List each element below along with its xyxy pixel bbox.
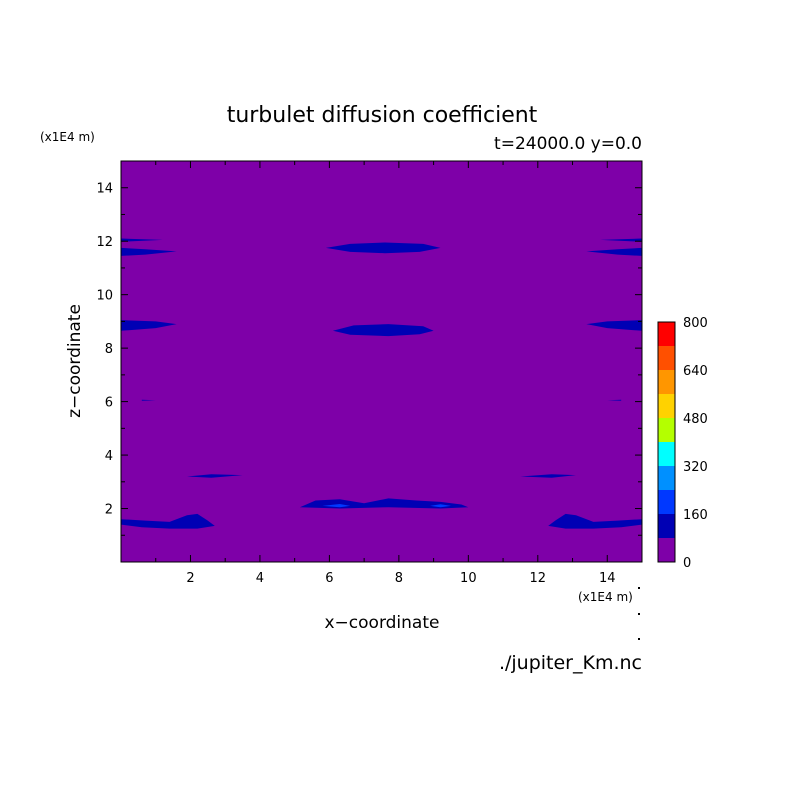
source-filename: ./jupiter_Km.nc	[499, 652, 642, 674]
contour-region	[325, 242, 441, 254]
contour-region	[548, 513, 642, 529]
corner-dot	[638, 638, 640, 640]
contour-region	[121, 238, 163, 242]
y-tick-label: 2	[105, 503, 113, 518]
y-tick-label: 6	[105, 396, 113, 411]
corner-dot	[638, 587, 640, 589]
x-axis-label: x−coordinate	[325, 613, 440, 633]
contour-region	[332, 324, 434, 337]
y-tick-label: 14	[96, 182, 113, 197]
x-tick-label: 2	[186, 571, 194, 586]
plot-area: 2 4 6 8 10 12 14 2 4 6 8 10 12 14	[96, 160, 643, 586]
y-tick-label: 12	[96, 235, 113, 250]
colorbar-tick-label: 160	[683, 508, 708, 523]
y-axis-ticks: 2 4 6 8 10 12 14	[96, 182, 642, 536]
colorbar-swatch	[658, 418, 675, 442]
contour-region	[600, 238, 642, 242]
chart-subtitle: t=24000.0 y=0.0	[494, 134, 642, 154]
contour-region	[322, 504, 351, 508]
y-unit-label: (x1E4 m)	[40, 130, 95, 144]
colorbar-swatch	[658, 514, 675, 538]
contour-regions	[121, 161, 642, 562]
x-tick-label: 14	[599, 571, 616, 586]
colorbar-tick-label: 320	[683, 460, 708, 475]
contour-region	[121, 320, 177, 331]
colorbar-frame	[657, 321, 676, 563]
x-tick-label: 6	[325, 571, 333, 586]
contour-region	[187, 474, 243, 478]
y-axis-label: z−coordinate	[65, 304, 85, 418]
colorbar-swatch	[658, 466, 675, 490]
colorbar-tick-label: 640	[683, 364, 708, 379]
contour-region	[586, 320, 642, 331]
colorbar-swatch	[658, 538, 675, 562]
contour-region	[586, 247, 642, 256]
x-axis-ticks: 2 4 6 8 10 12 14	[155, 161, 616, 586]
colorbar-swatch	[658, 490, 675, 514]
y-tick-label: 10	[96, 289, 113, 304]
colorbar-tick-label: 800	[683, 316, 708, 331]
colorbar-swatch	[658, 370, 675, 394]
chart-title: turbulet diffusion coefficient	[227, 103, 538, 128]
corner-dots	[638, 587, 640, 640]
y-tick-label: 4	[105, 449, 113, 464]
colorbar-tick-label: 0	[683, 556, 691, 571]
contour-region	[121, 513, 215, 529]
plot-frame	[120, 160, 643, 563]
contour-region	[121, 247, 177, 256]
contour-region	[520, 474, 576, 478]
y-tick-label: 8	[105, 342, 113, 357]
colorbar-swatch	[658, 442, 675, 466]
colorbar-tick-label: 480	[683, 412, 708, 427]
x-tick-label: 4	[256, 571, 264, 586]
corner-dot	[638, 613, 640, 615]
contour-region	[607, 399, 622, 401]
contour-background	[121, 161, 642, 562]
x-tick-label: 10	[460, 571, 477, 586]
contour-region	[141, 399, 156, 401]
contour-region	[430, 504, 451, 508]
x-tick-label: 8	[395, 571, 403, 586]
colorbar-swatch	[658, 322, 675, 346]
x-unit-label: (x1E4 m)	[578, 590, 633, 604]
colorbar-swatch	[658, 394, 675, 418]
colorbar-swatch	[658, 346, 675, 370]
colorbar: 0 160 320 480 640 800	[657, 316, 708, 571]
x-tick-label: 12	[530, 571, 547, 586]
